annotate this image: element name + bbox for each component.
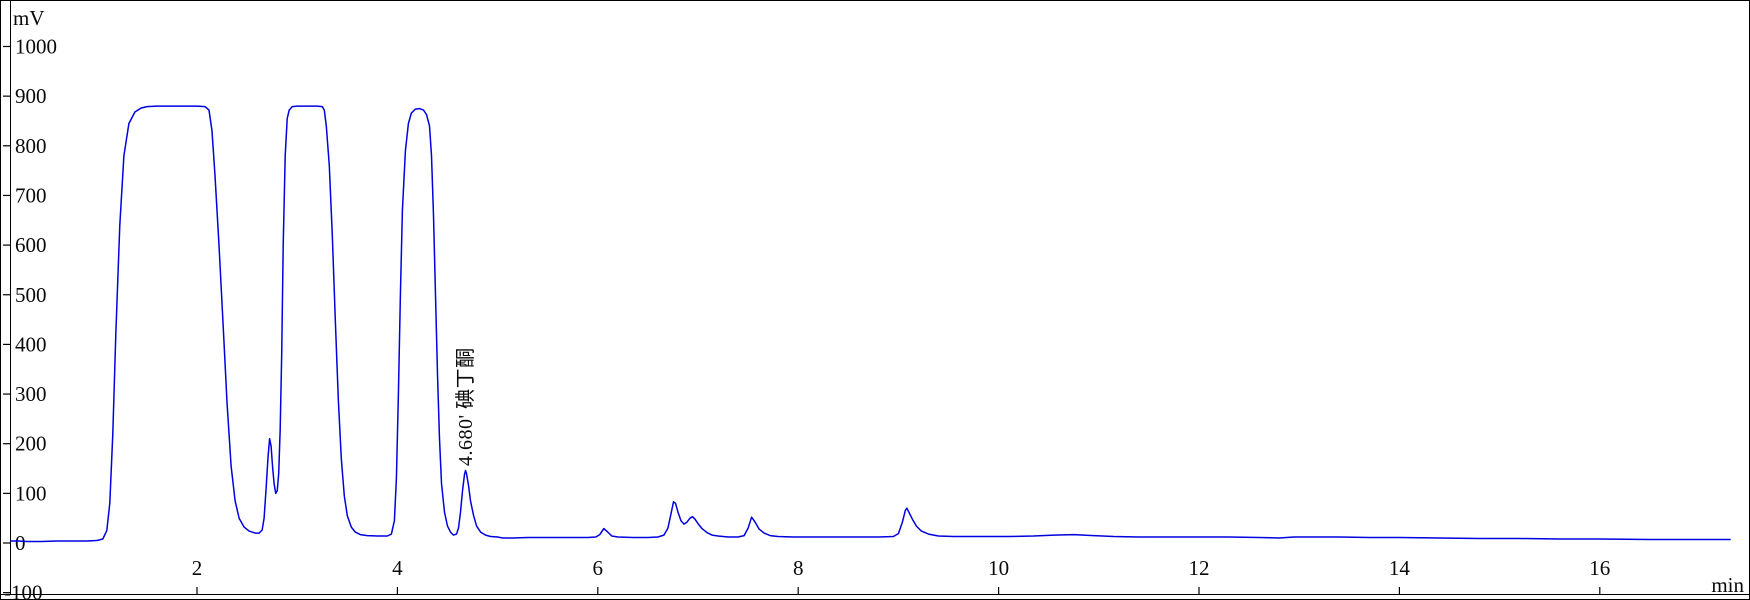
x-axis-unit-label: min — [1711, 573, 1744, 597]
x-tick-label: 4 — [392, 556, 403, 580]
x-tick-label: 2 — [192, 556, 203, 580]
y-tick-label: 200 — [15, 432, 47, 456]
x-tick-label: 10 — [988, 556, 1009, 580]
y-tick-label: 500 — [15, 283, 47, 307]
y-tick-label: 0 — [15, 531, 26, 555]
y-tick-label: 900 — [15, 84, 47, 108]
y-tick-label: 100 — [15, 481, 47, 505]
signal-trace — [9, 105, 1731, 543]
y-tick-label: 1000 — [15, 35, 57, 59]
x-tick-label: 14 — [1389, 556, 1411, 580]
y-tick-label: 800 — [15, 134, 47, 158]
x-tick-label: 12 — [1189, 556, 1210, 580]
x-tick-label: 16 — [1589, 556, 1610, 580]
x-tick-label: 8 — [793, 556, 804, 580]
y-tick-label: 300 — [15, 382, 47, 406]
y-tick-label: 700 — [15, 183, 47, 207]
y-axis-unit-label: mV — [13, 6, 45, 30]
y-tick-label: -100 — [4, 581, 43, 600]
y-tick-label: 600 — [15, 233, 47, 257]
x-tick-label: 6 — [593, 556, 604, 580]
y-tick-label: 400 — [15, 332, 47, 356]
peak-annotation: 4.680' 碘丁酮 — [454, 347, 477, 466]
